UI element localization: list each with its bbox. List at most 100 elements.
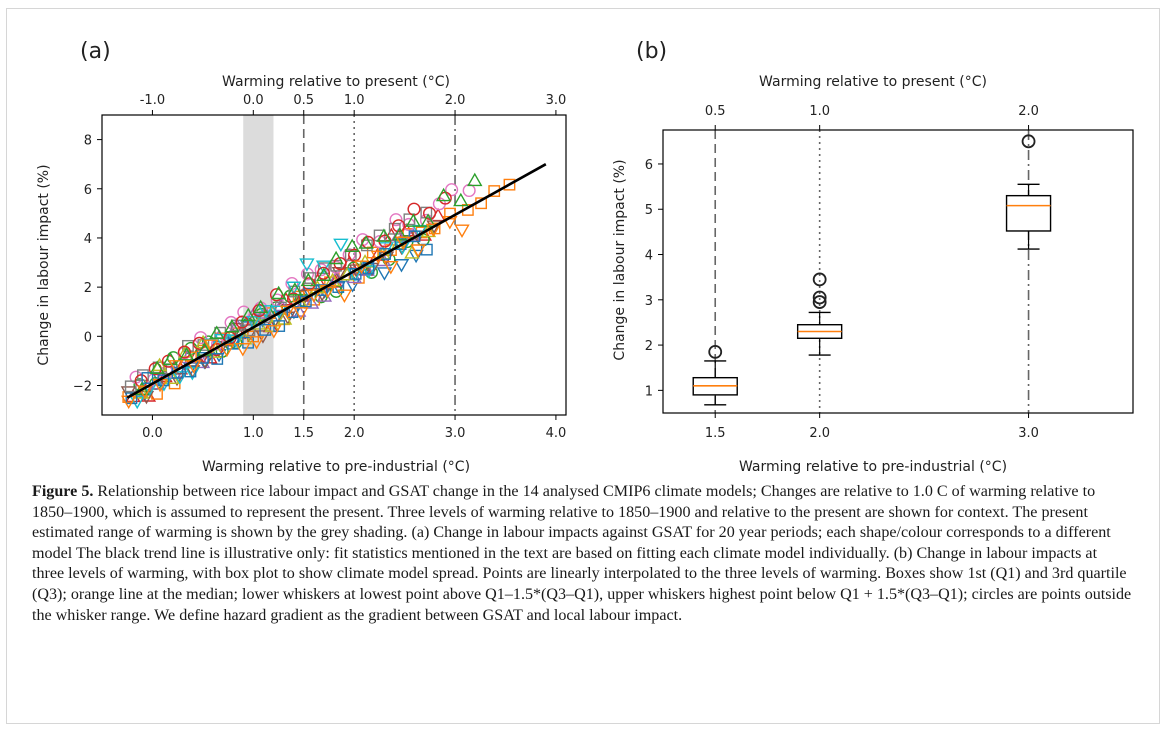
x-tick-label: 4.0 <box>546 426 567 441</box>
scatter-point <box>445 183 459 197</box>
scatter-point <box>379 248 391 260</box>
panel-a-axes-frame <box>101 114 567 416</box>
scatter-point <box>315 260 332 274</box>
y-tick-label: 3 <box>645 294 653 309</box>
panel-a-x-axis-title: Warming relative to pre-industrial (°C) <box>202 459 470 475</box>
scatter-point <box>228 334 244 348</box>
scatter-point <box>316 267 332 281</box>
present-warming-shading <box>243 115 274 415</box>
scatter-point <box>353 260 370 275</box>
scatter-point <box>330 259 343 272</box>
panel-b-x-axis-title: Warming relative to pre-industrial (°C) <box>739 459 1007 475</box>
y-tick-label: 0 <box>84 330 92 345</box>
x-tick-label: 0.0 <box>142 426 163 441</box>
panel-b-reference-lines <box>714 130 1030 413</box>
scatter-point <box>344 238 360 253</box>
scatter-point <box>219 343 235 358</box>
scatter-point <box>245 316 262 330</box>
scatter-point <box>393 259 410 273</box>
scatter-point <box>392 227 408 241</box>
outlier-point <box>1021 134 1036 149</box>
top-tick-label: -1.0 <box>140 93 165 108</box>
outlier-point <box>708 344 723 359</box>
scatter-point <box>376 228 392 242</box>
scatter-point <box>299 258 315 272</box>
outlier-point <box>812 272 827 287</box>
scatter-point <box>430 207 446 222</box>
x-tick-label: 3.0 <box>445 426 466 441</box>
scatter-point <box>211 353 224 365</box>
scatter-point <box>410 244 426 258</box>
scatter-point <box>293 307 309 321</box>
y-tick-label: 8 <box>84 134 92 149</box>
panel-b-top-axis-title: Warming relative to present (°C) <box>759 74 987 90</box>
scatter-point <box>136 385 153 399</box>
scatter-point <box>454 224 470 238</box>
panel-a-ticks: 0.0 1.0 1.5 2.0 3.0 4.0 -1.0 0.0 0.5 1.0 2.0 3.0 −2 0… <box>73 93 566 441</box>
scatter-point <box>389 213 403 227</box>
scatter-point <box>435 187 452 202</box>
outlier-point <box>812 290 827 305</box>
scatter-point <box>235 343 251 357</box>
scatter-point <box>162 351 179 366</box>
scatter-point <box>248 336 265 350</box>
scatter-point <box>124 380 137 393</box>
y-tick-label: 1 <box>645 384 653 399</box>
scatter-point <box>467 172 483 187</box>
y-tick-label: 2 <box>645 339 653 354</box>
scatter-point <box>383 261 399 275</box>
scatter-point <box>149 360 165 374</box>
trend-line-segment <box>126 163 547 399</box>
panel-a-scatter: (a) Warming relative to present (°C) War… <box>36 39 567 475</box>
scatter-point <box>156 378 172 392</box>
scatter-point <box>453 192 469 207</box>
scatter-point <box>257 305 274 319</box>
box-3.0 <box>1005 134 1052 250</box>
top-tick-label: 0.5 <box>705 104 726 119</box>
top-tick-label: 3.0 <box>546 93 567 108</box>
panel-b-ticks: 1.5 0.5 2.0 1.0 3.0 2.0 1 2 3 4 5 6 <box>645 104 1039 441</box>
scatter-point <box>240 307 256 322</box>
scatter-point <box>270 285 287 300</box>
y-tick-label: 5 <box>645 203 653 218</box>
scatter-point <box>235 315 249 329</box>
top-tick-label: 2.0 <box>1018 104 1039 119</box>
top-tick-label: 2.0 <box>445 93 466 108</box>
scatter-point <box>462 183 476 198</box>
y-tick-label: 4 <box>645 249 653 264</box>
scatter-point <box>408 249 424 264</box>
scatter-point <box>361 265 377 279</box>
figure-charts: (a) Warming relative to present (°C) War… <box>36 39 1134 475</box>
y-tick-label: 6 <box>645 158 653 173</box>
scatter-point <box>209 343 224 357</box>
top-tick-label: 0.5 <box>293 93 314 108</box>
box-1.5 <box>692 344 738 406</box>
scatter-point <box>177 345 191 359</box>
scatter-point <box>408 230 421 243</box>
scatter-point <box>303 295 320 309</box>
scatter-point <box>209 344 225 358</box>
y-tick-label: 2 <box>84 281 92 296</box>
caption-text: Relationship between rice labour impact … <box>32 483 1132 624</box>
scatter-point <box>300 272 317 287</box>
box-iqr <box>1005 194 1052 232</box>
scatter-point <box>403 213 416 226</box>
scatter-point <box>192 336 206 350</box>
scatter-point <box>194 331 208 345</box>
panel-a-label: (a) <box>80 39 111 64</box>
scatter-point <box>224 318 240 333</box>
x-tick-label: 1.5 <box>293 426 314 441</box>
scatter-point <box>287 282 303 296</box>
scatter-point <box>336 289 353 304</box>
scatter-point <box>168 360 184 374</box>
scatter-point <box>316 266 331 280</box>
scatter-point <box>141 372 154 384</box>
y-tick-label: 4 <box>84 232 92 247</box>
shaded-range <box>243 115 274 415</box>
scatter-point <box>178 347 195 361</box>
x-tick-label: 3.0 <box>1018 426 1039 441</box>
scatter-point <box>333 238 349 253</box>
panel-b-y-axis-title: Change in labour impact (%) <box>612 159 628 360</box>
scatter-point <box>243 324 256 337</box>
x-tick-label: 2.0 <box>344 426 365 441</box>
